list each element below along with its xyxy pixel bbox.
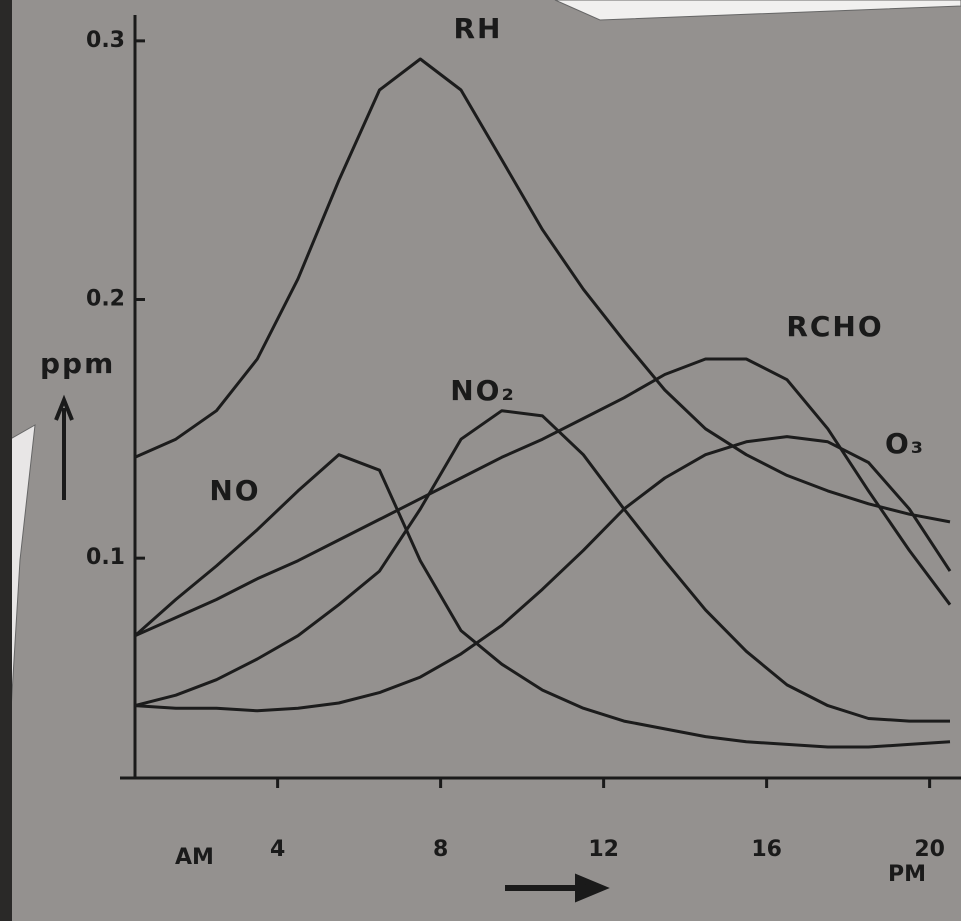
paper-corner xyxy=(554,0,961,21)
series-label: NO xyxy=(209,474,260,507)
series-line xyxy=(134,453,951,749)
x-arrow xyxy=(505,873,610,903)
y-tick-label: 0.3 xyxy=(86,28,125,53)
x-tick-label: 12 xyxy=(588,837,619,862)
series-label: O₃ xyxy=(885,427,925,460)
x-tick-label: 8 xyxy=(433,837,448,862)
series-label: NO₂ xyxy=(450,374,516,407)
x-start-label: AM xyxy=(175,845,214,870)
series-line xyxy=(134,409,950,723)
series-label: RCHO xyxy=(786,310,883,343)
y-axis-label: ppm xyxy=(40,347,115,380)
plot-area: 0.1 0.2 0.3 4 8 12 16 20 RH NO NO₂ RCHO O₃ xyxy=(86,12,961,862)
x-tick-label: 16 xyxy=(751,837,782,862)
x-end-label: PM xyxy=(888,862,926,887)
series-line xyxy=(134,357,952,638)
y-tick-label: 0.2 xyxy=(86,287,125,312)
y-tick-label: 0.1 xyxy=(86,545,125,570)
x-tick-label: 4 xyxy=(270,837,285,862)
series-line xyxy=(134,435,952,713)
series-line xyxy=(134,57,951,524)
y-arrow xyxy=(54,394,74,500)
x-tick-label: 20 xyxy=(914,837,945,862)
frame-edge xyxy=(0,0,12,921)
series-label: RH xyxy=(454,12,503,45)
